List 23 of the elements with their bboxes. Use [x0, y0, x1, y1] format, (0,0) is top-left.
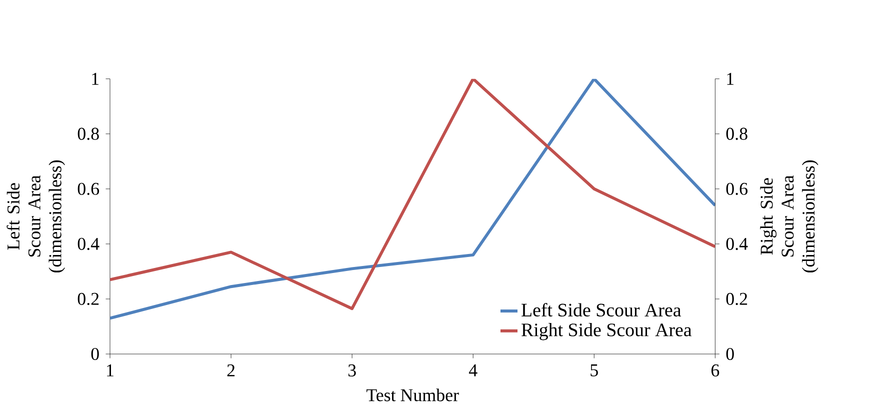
x-tick-label: 2 [227, 364, 235, 376]
x-tick-label: 6 [711, 364, 720, 376]
y-tick-label: 0.6 [78, 182, 100, 195]
y-tick-label: 1 [92, 72, 98, 85]
legend-label: Left Side Scour Area [522, 302, 682, 316]
y-tick-label: 0.8 [78, 128, 99, 140]
y-axis-title: Left Side Scour Area (dimensionless) [6, 160, 65, 272]
x-tick-label: 1 [107, 364, 114, 376]
legend-label: Right Side Scour Area [522, 322, 692, 340]
y2-tick-label: 0.4 [726, 238, 748, 250]
y2-tick-label: 1 [727, 72, 734, 85]
y2-axis-title: Right Side Scour Area (dimensionless) [760, 160, 818, 272]
x-tick-label: 3 [348, 364, 356, 376]
x-axis-title: Test Number [366, 388, 459, 402]
y-tick-label: 0.2 [78, 292, 99, 306]
y2-tick-label: 0 [726, 348, 734, 360]
x-tick-label: 5 [590, 364, 598, 376]
y-tick-label: 0 [91, 348, 99, 360]
y2-tick-label: 0.8 [726, 128, 748, 140]
y2-tick-label: 0.6 [726, 182, 748, 195]
y-tick-label: 0.4 [78, 238, 100, 250]
x-tick-label: 4 [468, 364, 478, 376]
y2-tick-label: 0.2 [726, 292, 748, 306]
